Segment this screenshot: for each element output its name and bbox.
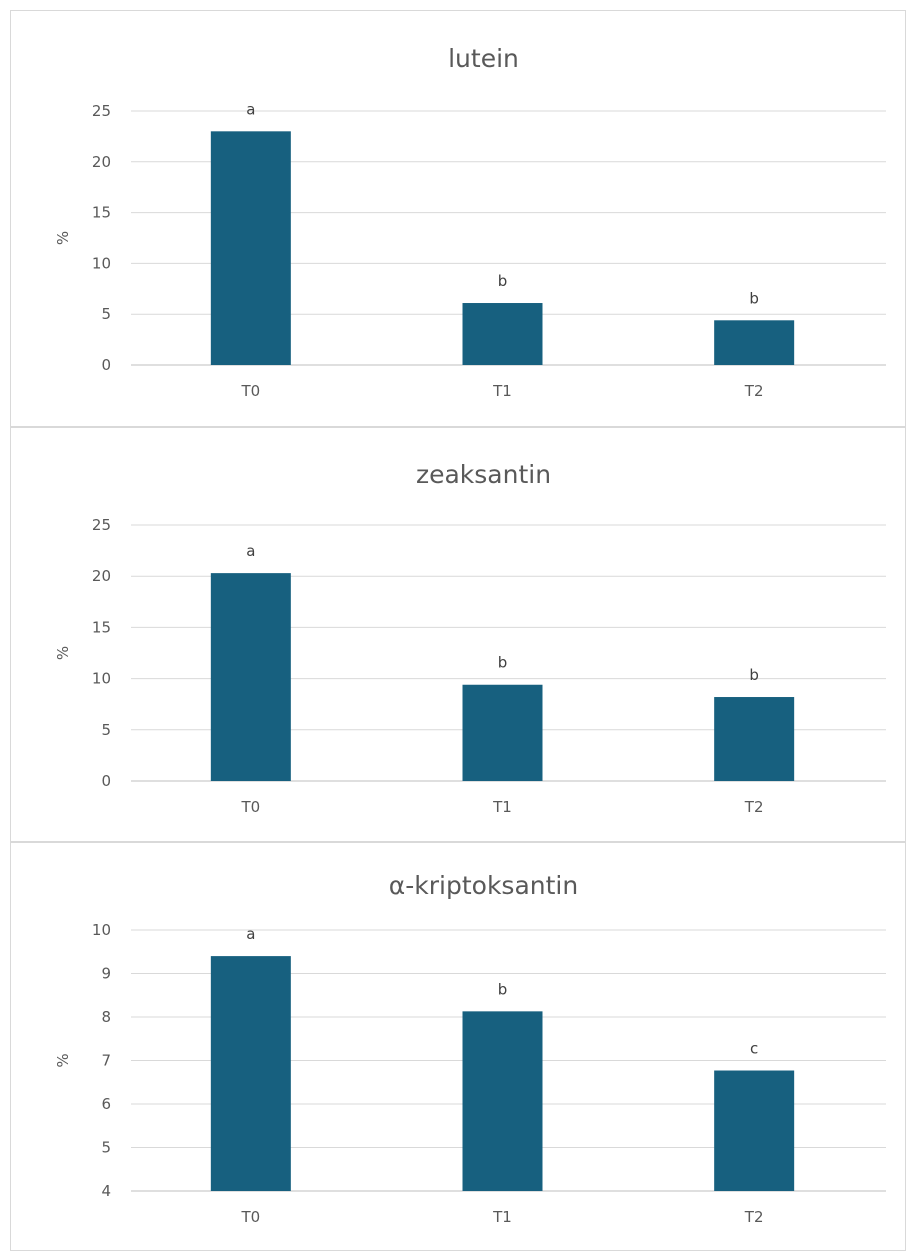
y-axis-label: % [54,646,72,660]
bar-t1 [462,303,543,365]
bar-t1 [462,684,543,781]
chart-panel-zeaksantin: zeaksantin 0 5 10 15 20 25% a T0 b T1 b T2 [10,427,906,842]
y-tick-label: 5 [101,721,111,739]
data-label: a [246,542,255,560]
bar-t0 [210,956,291,1191]
y-tick-label: 0 [101,772,111,790]
bar-t2 [714,697,795,781]
chart-title: zeaksantin [416,460,551,489]
x-tick-label: T1 [492,1208,512,1226]
y-tick-label: 10 [92,670,111,688]
y-tick-label: 25 [92,516,111,534]
bar-t0 [210,131,291,365]
y-tick-label: 10 [92,921,111,939]
chart-title: lutein [448,44,519,73]
y-tick-label: 20 [92,153,111,171]
bar-t0 [210,573,291,781]
y-tick-label: 25 [92,102,111,120]
kriptoksantin-chart: α-kriptoksantin 4 5 6 7 8 9 10% a T0 b T1 c T2 [54,871,886,1226]
data-label: b [749,666,759,684]
lutein-chart: lutein 0 5 10 15 20 25% a T0 b T1 b T2 [54,44,886,400]
bar-t2 [714,1070,795,1191]
data-label: b [498,654,508,672]
y-tick-label: 15 [92,204,111,222]
y-axis-label: % [54,231,72,245]
y-tick-label: 7 [101,1052,111,1070]
data-label: b [749,289,759,307]
data-label: a [246,925,255,943]
x-tick-label: T2 [744,798,764,816]
chart-title: α-kriptoksantin [389,871,578,900]
y-tick-label: 5 [101,1139,111,1157]
x-tick-label: T2 [744,382,764,400]
x-tick-label: T1 [492,382,512,400]
x-tick-label: T0 [240,1208,260,1226]
y-tick-label: 8 [101,1008,111,1026]
x-tick-label: T0 [240,382,260,400]
y-tick-label: 6 [101,1095,111,1113]
bar-t2 [714,320,795,365]
y-tick-label: 0 [101,356,111,374]
data-label: b [498,980,508,998]
x-tick-label: T1 [492,798,512,816]
y-tick-label: 15 [92,618,111,636]
y-tick-label: 20 [92,567,111,585]
data-label: b [498,272,508,290]
y-axis-label: % [54,1053,72,1067]
chart-panel-lutein: lutein 0 5 10 15 20 25% a T0 b T1 b T2 [10,10,906,427]
bar-t1 [462,1011,543,1191]
y-tick-label: 4 [101,1182,111,1200]
y-tick-label: 10 [92,254,111,272]
chart-panel-kriptoksantin: α-kriptoksantin 4 5 6 7 8 9 10% a T0 b T1 c T2 [10,842,906,1251]
y-tick-label: 5 [101,305,111,323]
data-label: c [750,1040,758,1058]
zeaksantin-chart: zeaksantin 0 5 10 15 20 25% a T0 b T1 b T2 [54,460,886,816]
data-label: a [246,100,255,118]
y-tick-label: 9 [101,965,111,983]
x-tick-label: T0 [240,798,260,816]
x-tick-label: T2 [744,1208,764,1226]
